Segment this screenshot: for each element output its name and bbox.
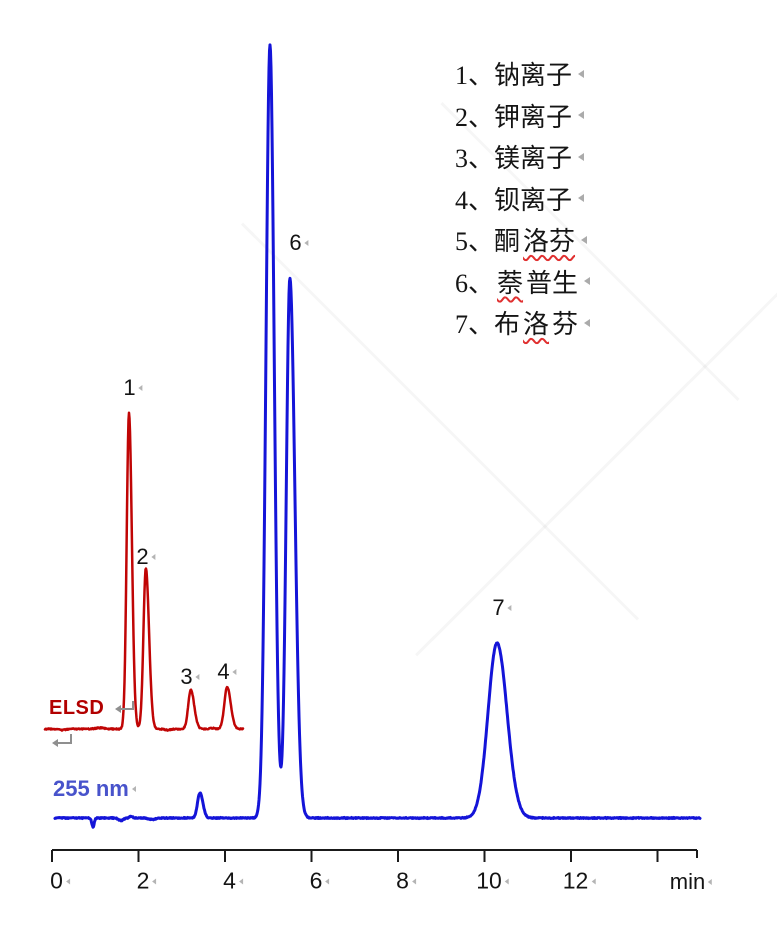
formatting-mark-icon [578,69,585,78]
x-tick-label-12: 12 [563,868,596,895]
x-tick-label-0-text: 0 [50,867,63,894]
peak-label-6-text: 6 [289,230,302,255]
formatting-mark-icon [238,878,243,884]
formatting-mark-icon [591,878,596,884]
detector-label-elsd: ELSD [49,697,104,720]
peak-label-7: 7 [492,595,512,621]
trace-255-nm [53,43,702,829]
x-tick-label-8: 8 [396,868,416,895]
return-arrow-icon [115,705,121,713]
return-arrow-icon [57,734,72,744]
trace-elsd [43,411,245,732]
legend-item-2: 2、钾离子 [455,95,590,137]
x-axis-unit-text: min [669,869,706,894]
peak-label-3-text: 3 [180,664,193,689]
return-arrow-icon [52,739,58,747]
formatting-mark-icon [151,554,156,560]
peak-label-2: 2 [136,544,156,570]
255nm-label-text: 255 nm [53,776,129,801]
legend-item-text: 5、酮 [455,227,521,257]
formatting-mark-icon [504,878,509,884]
formatting-mark-icon [304,240,309,246]
elsd-label-text: ELSD [49,697,105,719]
legend-item-text: 萘 [497,268,524,298]
formatting-mark-icon [411,878,416,884]
formatting-mark-icon [578,152,585,161]
formatting-mark-icon [584,277,591,286]
x-tick-label-0: 0 [50,868,70,895]
formatting-mark-icon [65,878,70,884]
formatting-mark-icon [325,878,330,884]
legend-item-5: 5、酮 洛芬 [455,219,590,261]
legend-item-3: 3、镁离子 [455,136,590,178]
formatting-mark-icon [578,111,585,120]
x-tick-label-2-text: 2 [136,867,150,894]
formatting-mark-icon [131,786,136,792]
return-arrow-icon [120,701,134,710]
formatting-mark-icon [138,385,143,391]
x-tick-label-6-text: 6 [309,867,323,894]
peak-label-3: 3 [180,664,200,690]
x-tick-label-10: 10 [476,868,509,895]
peak-label-2-text: 2 [136,544,149,569]
formatting-mark-icon [232,669,237,675]
peak-label-4-text: 4 [217,659,230,684]
legend-item-text: 洛 [523,310,550,340]
x-tick-label-6: 6 [310,868,330,895]
legend-item-7: 7、布洛芬 [455,302,591,344]
legend-item-text: 2、钾离子 [455,102,573,132]
formatting-mark-icon [195,674,200,680]
x-tick-label-8-text: 8 [396,867,409,894]
x-tick-label-4-text: 4 [223,867,236,894]
x-tick-label-4: 4 [223,868,243,895]
legend-item-text: 7、布 [455,310,521,340]
formatting-mark-icon [507,605,512,611]
legend-item-text: 4、钡离子 [455,185,573,215]
legend-item-text: 洛芬 [523,227,576,257]
formatting-mark-icon [581,235,588,244]
detector-label-255nm: 255 nm [53,776,136,802]
formatting-mark-icon [708,879,713,885]
peak-label-6: 6 [289,230,309,256]
legend-item-6: 6、萘普生 [455,261,591,303]
x-tick-label-10-text: 10 [476,867,502,894]
legend-item-4: 4、钡离子 [455,178,590,220]
legend-item-text: 芬 [552,310,579,340]
legend-item-text: 6、 [455,268,495,298]
peak-label-1: 1 [123,375,143,401]
peak-label-1-text: 1 [123,375,136,400]
peak-label-4: 4 [217,659,237,685]
legend-item-1: 1、钠离子 [455,53,590,95]
formatting-mark-icon [578,194,585,203]
peak-label-7-text: 7 [492,595,505,620]
legend-item-text: 1、钠离子 [455,61,573,91]
legend-item-text: 3、镁离子 [455,144,573,174]
x-axis [51,849,698,862]
x-tick-label-12-text: 12 [562,867,589,894]
formatting-mark-icon [152,878,157,884]
x-tick-label-2: 2 [137,868,157,895]
x-axis-unit-label: min [669,869,713,895]
compound-legend: 1、钠离子 2、钾离子 3、镁离子 4、钡离子 5、酮 洛芬 6、萘普生 7、布洛芬 [455,53,591,344]
formatting-mark-icon [584,318,591,327]
legend-item-text: 普生 [526,268,579,298]
